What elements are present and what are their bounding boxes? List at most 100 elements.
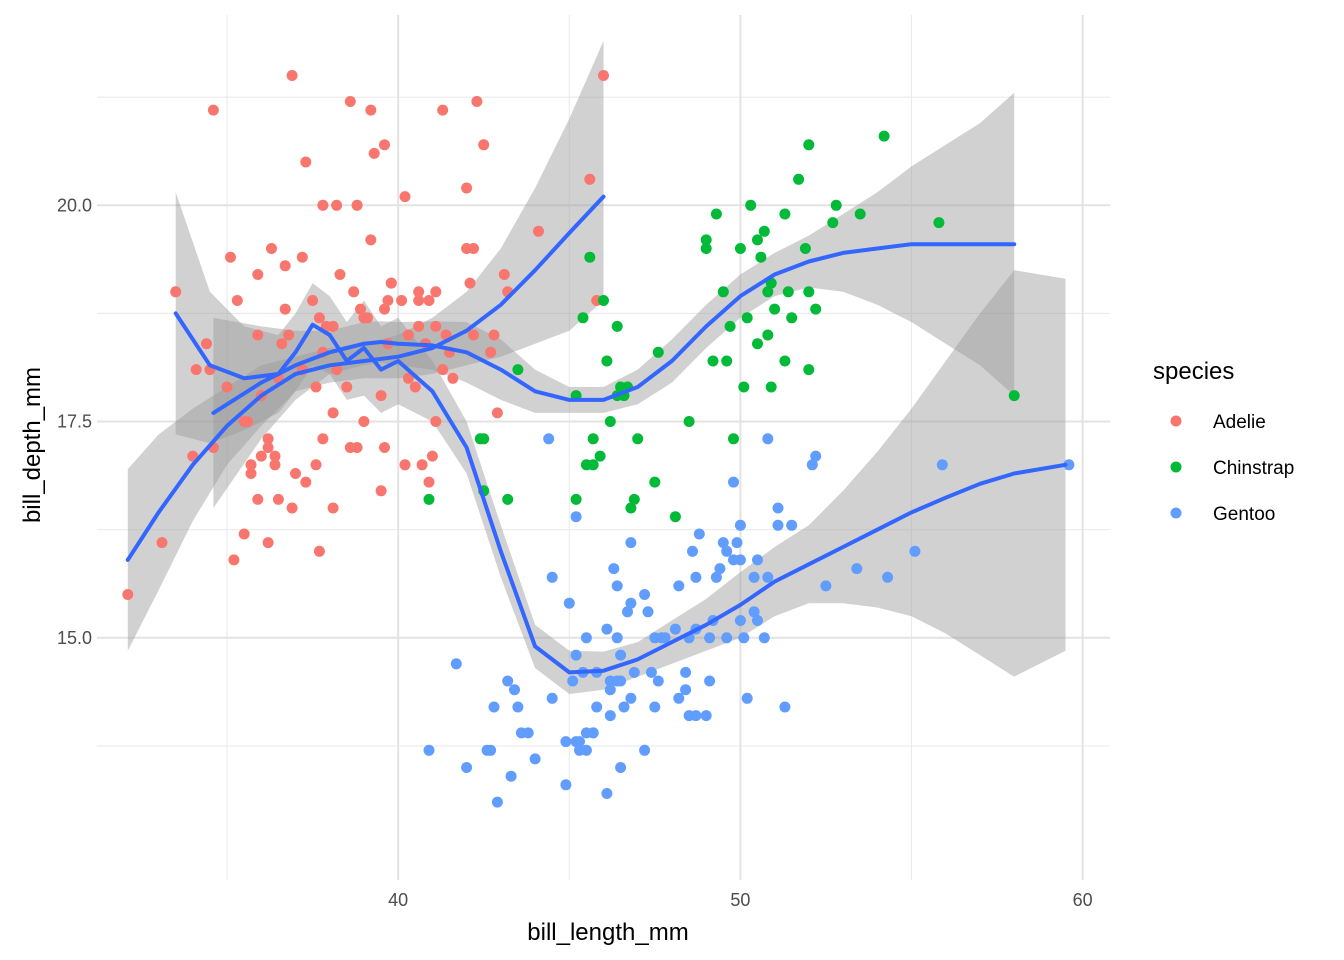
point-gentoo <box>625 537 637 549</box>
point-adelie <box>485 346 497 358</box>
point-adelie <box>437 104 449 116</box>
point-adelie <box>464 277 476 289</box>
point-gentoo <box>734 519 746 531</box>
point-chinstrap <box>830 199 842 211</box>
legend-label-chinstrap: Chinstrap <box>1213 458 1294 479</box>
point-gentoo <box>693 528 705 540</box>
point-gentoo <box>909 545 921 557</box>
point-adelie <box>286 502 298 514</box>
point-adelie <box>313 545 325 557</box>
point-chinstrap <box>755 251 767 263</box>
point-adelie <box>279 303 291 315</box>
point-gentoo <box>758 632 770 644</box>
legend-key-gentoo <box>1170 507 1182 519</box>
point-chinstrap <box>782 286 794 298</box>
smooth-lines <box>125 194 1068 675</box>
point-gentoo <box>680 684 692 696</box>
point-adelie <box>252 269 264 280</box>
point-adelie <box>290 468 301 479</box>
point-gentoo <box>810 450 822 462</box>
point-adelie <box>231 295 243 306</box>
point-adelie <box>447 372 459 384</box>
point-adelie <box>245 468 257 479</box>
point-gentoo <box>673 692 685 704</box>
point-gentoo <box>570 649 582 661</box>
point-adelie <box>262 442 274 453</box>
point-gentoo <box>734 615 746 626</box>
point-gentoo <box>690 571 702 583</box>
point-chinstrap <box>933 217 945 229</box>
point-adelie <box>416 459 428 471</box>
point-adelie <box>327 407 339 419</box>
point-chinstrap <box>728 433 739 445</box>
point-adelie <box>327 502 339 514</box>
point-chinstrap <box>810 303 822 315</box>
point-gentoo <box>645 666 657 678</box>
point-adelie <box>228 554 240 566</box>
point-chinstrap <box>762 329 774 341</box>
point-gentoo <box>560 736 572 748</box>
point-chinstrap <box>854 208 866 220</box>
point-gentoo <box>485 744 497 756</box>
point-gentoo <box>509 684 520 696</box>
point-adelie <box>331 364 343 376</box>
point-adelie <box>413 320 425 332</box>
point-chinstrap <box>724 320 736 332</box>
point-gentoo <box>639 744 651 756</box>
point-adelie <box>375 485 387 497</box>
point-adelie <box>317 433 329 445</box>
point-adelie <box>461 182 473 194</box>
grid-minor <box>97 15 1110 880</box>
point-gentoo <box>491 796 503 808</box>
point-adelie <box>283 329 295 341</box>
point-gentoo <box>700 710 712 722</box>
point-chinstrap <box>423 493 435 505</box>
point-gentoo <box>604 684 616 696</box>
point-gentoo <box>488 701 500 713</box>
point-gentoo <box>717 537 729 549</box>
point-gentoo <box>560 779 572 791</box>
point-adelie <box>423 295 435 306</box>
point-chinstrap <box>512 364 524 376</box>
confidence-band-adelie <box>127 41 604 651</box>
point-adelie <box>207 104 219 116</box>
point-gentoo <box>772 502 784 514</box>
x-tick-label: 60 <box>1073 890 1093 910</box>
point-chinstrap <box>700 243 712 254</box>
point-chinstrap <box>649 476 661 488</box>
point-chinstrap <box>803 364 815 376</box>
point-gentoo <box>652 675 664 687</box>
x-tick-label: 40 <box>388 890 408 910</box>
point-chinstrap <box>765 381 777 393</box>
point-gentoo <box>762 433 774 445</box>
legend-key-chinstrap <box>1170 461 1182 473</box>
point-chinstrap <box>717 286 729 298</box>
point-adelie <box>409 381 421 393</box>
x-axis-title: bill_length_mm <box>527 919 688 946</box>
point-adelie <box>471 96 483 107</box>
point-gentoo <box>450 658 462 670</box>
point-gentoo <box>574 736 585 748</box>
point-adelie <box>341 381 353 393</box>
point-chinstrap <box>779 355 791 367</box>
point-gentoo <box>714 563 726 575</box>
point-gentoo <box>704 675 716 687</box>
point-chinstrap <box>478 433 490 445</box>
point-adelie <box>488 329 500 341</box>
legend-title: species <box>1153 358 1234 385</box>
x-tick-label: 50 <box>730 890 750 910</box>
point-adelie <box>379 442 390 453</box>
point-chinstrap <box>827 217 839 229</box>
point-chinstrap <box>598 295 609 306</box>
point-adelie <box>300 476 312 488</box>
point-gentoo <box>423 744 435 756</box>
point-adelie <box>317 199 329 211</box>
point-adelie <box>399 459 411 471</box>
legend: species Adelie Chinstrap Gentoo <box>1153 358 1294 525</box>
legend-items: Adelie Chinstrap Gentoo <box>1170 412 1294 525</box>
point-gentoo <box>625 597 637 609</box>
point-adelie <box>379 139 390 151</box>
point-gentoo <box>748 571 760 583</box>
point-gentoo <box>611 632 623 644</box>
point-chinstrap <box>594 450 606 462</box>
